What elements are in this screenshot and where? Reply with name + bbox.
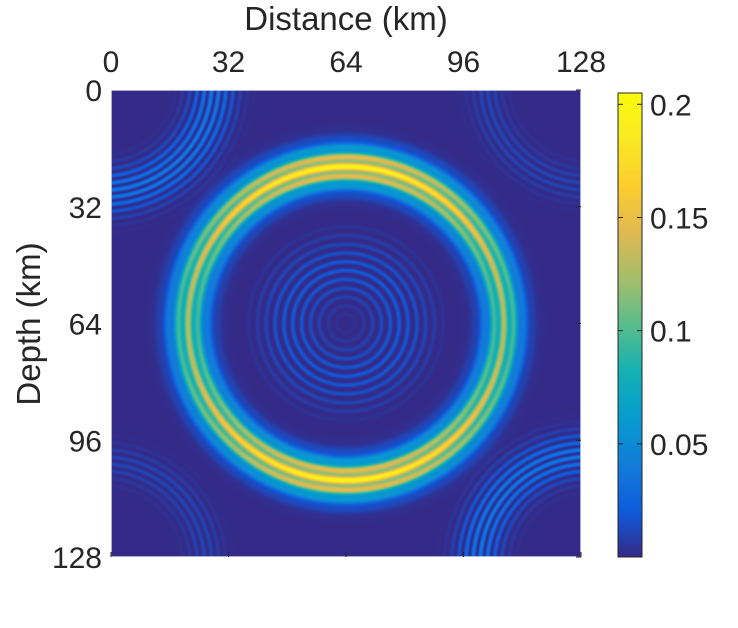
x-tick-label: 0: [103, 46, 120, 79]
x-tick-label: 64: [329, 46, 362, 79]
x-tick-label: 96: [447, 46, 480, 79]
y-axis-label: Depth (km): [10, 242, 47, 405]
heatmap-image: [111, 90, 581, 557]
y-tick-label: 32: [69, 192, 102, 225]
colorbar-ticks: 0.05 0.1 0.15 0.2: [618, 89, 708, 462]
y-tick-label: 128: [52, 542, 102, 575]
x-axis-label: Distance (km): [244, 0, 448, 37]
colorbar: 0.05 0.1 0.15 0.2: [617, 89, 708, 558]
heatmap-image-holder: [111, 90, 581, 557]
colorbar-tick-label: 0.1: [650, 316, 692, 349]
colorbar-tick-label: 0.15: [650, 202, 708, 235]
y-tick-label: 0: [85, 75, 102, 108]
y-axis-ticks: 0 32 64 96 128: [52, 75, 581, 575]
colorbar-tick-label: 0.2: [650, 89, 692, 122]
x-tick-label: 32: [212, 46, 245, 79]
colorbar-frame: [617, 92, 643, 558]
x-tick-label: 128: [556, 46, 606, 79]
heatmap-plot: 0 32 64 96 128 0 32 64 96 128 Distance (km) Dept…: [10, 0, 606, 575]
x-axis-ticks: 0 32 64 96 128: [103, 46, 606, 557]
colorbar-gradient: [618, 93, 642, 557]
colorbar-gradient-holder: [618, 93, 642, 557]
y-tick-label: 96: [69, 425, 102, 458]
colorbar-tick-label: 0.05: [650, 429, 708, 462]
y-tick-label: 64: [69, 309, 102, 342]
